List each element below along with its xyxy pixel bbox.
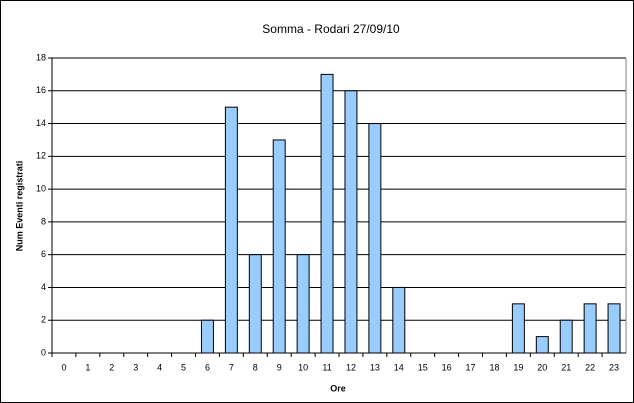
bar <box>392 286 406 354</box>
y-tick-label: 18 <box>36 52 46 62</box>
x-tick-label: 20 <box>537 362 547 372</box>
y-tick-label: 12 <box>36 151 46 161</box>
x-tick-label: 12 <box>346 362 356 372</box>
x-tick-label: 16 <box>442 362 452 372</box>
y-tick-label: 4 <box>41 282 46 292</box>
x-axis-label: Ore <box>330 383 346 393</box>
x-tick-label: 0 <box>61 362 66 372</box>
y-tick-label: 8 <box>41 216 46 226</box>
x-tick-label: 6 <box>205 362 210 372</box>
x-tick-label: 7 <box>229 362 234 372</box>
bar <box>320 73 334 354</box>
x-tick-label: 4 <box>157 362 162 372</box>
bar <box>511 303 525 354</box>
bar <box>344 90 358 354</box>
bar <box>368 123 382 354</box>
x-tick-label: 1 <box>85 362 90 372</box>
bar <box>248 254 262 354</box>
x-tick-label: 2 <box>109 362 114 372</box>
y-tick-label: 2 <box>41 315 46 325</box>
bar <box>607 303 621 354</box>
x-tick-label: 13 <box>370 362 380 372</box>
y-tick-label: 14 <box>36 118 46 128</box>
y-tick-label: 10 <box>36 183 46 193</box>
bar <box>583 303 597 354</box>
x-tick-label: 3 <box>133 362 138 372</box>
bar <box>296 254 310 354</box>
x-tick-label: 19 <box>513 362 523 372</box>
x-tick-label: 17 <box>466 362 476 372</box>
x-tick-label: 18 <box>489 362 499 372</box>
bar <box>272 139 286 354</box>
x-tick-label: 9 <box>277 362 282 372</box>
y-tick-label: 6 <box>41 249 46 259</box>
y-axis-label: Num Eventi registrati <box>14 161 24 252</box>
chart-title: Somma - Rodari 27/09/10 <box>262 22 400 36</box>
x-tick-label: 11 <box>322 362 331 372</box>
bar <box>535 336 549 354</box>
x-tick-label: 8 <box>253 362 258 372</box>
bar <box>559 319 573 354</box>
x-tick-label: 23 <box>609 362 619 372</box>
x-tick-label: 5 <box>181 362 186 372</box>
bar <box>200 319 214 354</box>
x-tick-label: 22 <box>585 362 595 372</box>
bar <box>224 106 238 354</box>
x-tick-label: 10 <box>298 362 308 372</box>
x-tick-label: 15 <box>418 362 428 372</box>
y-tick-label: 0 <box>41 347 46 357</box>
x-tick-label: 14 <box>394 362 404 372</box>
y-tick-label: 16 <box>36 85 46 95</box>
x-tick-label: 21 <box>561 362 571 372</box>
